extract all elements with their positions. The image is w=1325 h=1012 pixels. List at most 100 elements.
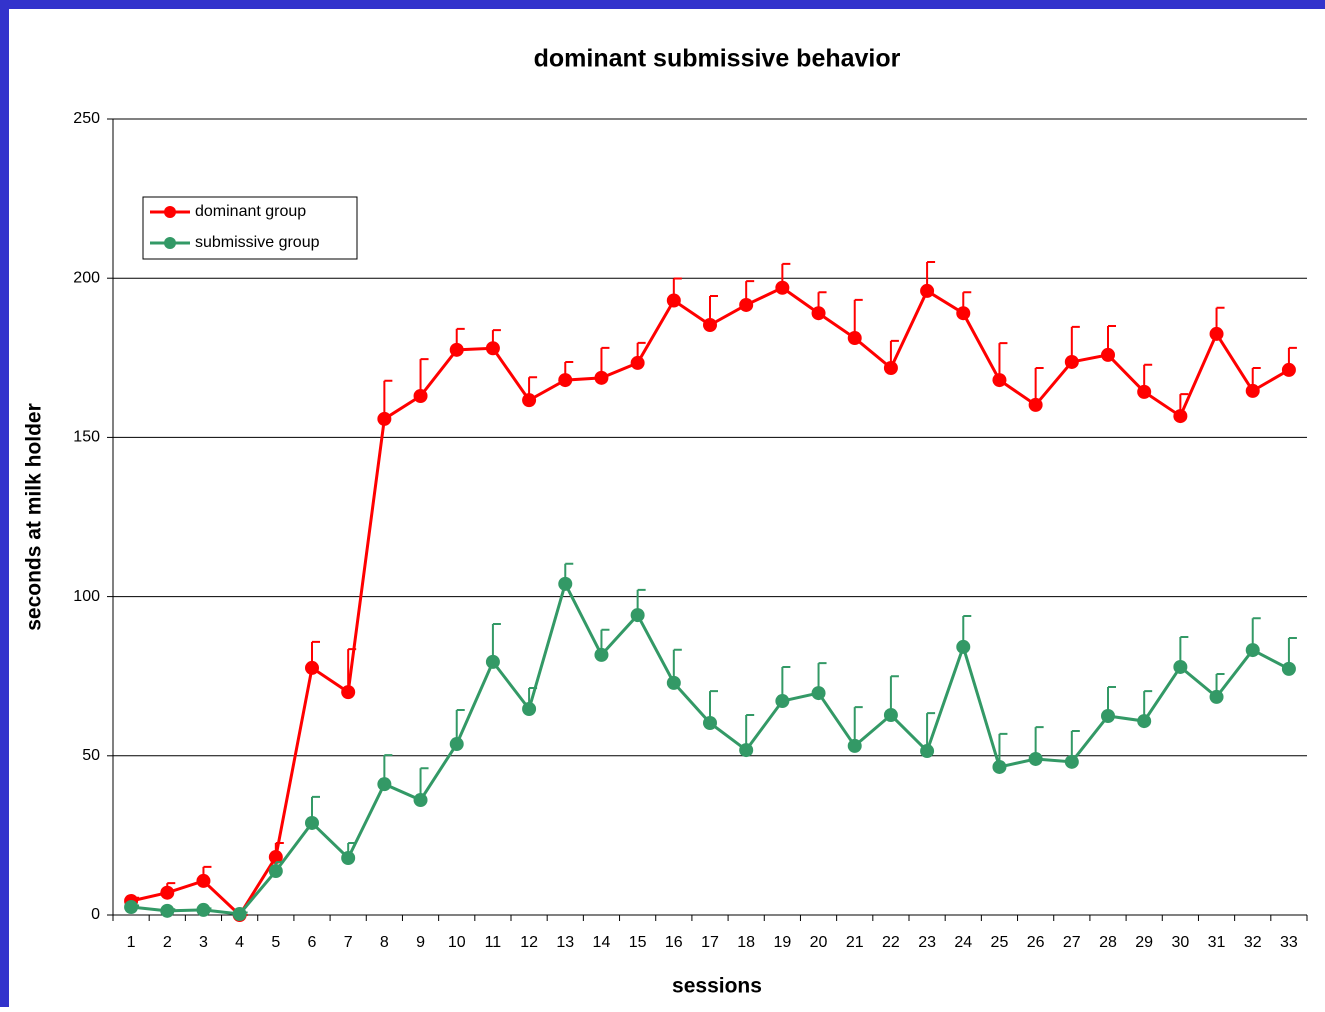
- legend-label: submissive group: [195, 234, 320, 251]
- data-point: [630, 355, 645, 370]
- data-point: [522, 701, 537, 716]
- x-tick-label: 21: [846, 934, 864, 951]
- x-tick-label: 7: [344, 934, 353, 951]
- data-point: [449, 737, 464, 752]
- x-tick-label: 15: [629, 934, 647, 951]
- legend-marker: [164, 206, 176, 218]
- x-tick-label: 4: [235, 934, 244, 951]
- data-point: [883, 360, 898, 375]
- data-point: [124, 900, 139, 915]
- legend-marker: [164, 237, 176, 249]
- data-point: [1173, 409, 1188, 424]
- x-tick-label: 32: [1244, 934, 1262, 951]
- x-tick-label: 30: [1171, 934, 1189, 951]
- data-point: [956, 306, 971, 321]
- x-axis-label: sessions: [672, 975, 762, 998]
- data-point: [1281, 661, 1296, 676]
- data-point: [920, 283, 935, 298]
- data-point: [1173, 659, 1188, 674]
- data-point: [522, 393, 537, 408]
- x-tick-label: 22: [882, 934, 900, 951]
- data-point: [811, 686, 826, 701]
- x-tick-label: 10: [448, 934, 466, 951]
- data-point: [883, 708, 898, 723]
- data-point: [703, 716, 717, 731]
- x-tick-label: 16: [665, 934, 683, 951]
- x-tick-label: 27: [1063, 934, 1081, 951]
- x-tick-label: 2: [163, 934, 172, 951]
- data-point: [992, 373, 1007, 388]
- data-point: [160, 903, 175, 918]
- chart-area: [9, 9, 1325, 1007]
- data-point: [305, 815, 319, 830]
- data-point: [847, 331, 862, 346]
- x-tick-label: 14: [593, 934, 611, 951]
- data-point: [920, 744, 935, 759]
- data-point: [1245, 383, 1260, 398]
- x-tick-label: 20: [810, 934, 828, 951]
- x-tick-label: 8: [380, 934, 389, 951]
- data-point: [775, 280, 790, 295]
- data-point: [341, 685, 356, 700]
- data-point: [1209, 689, 1224, 704]
- data-point: [1137, 384, 1152, 399]
- legend-label: dominant group: [195, 203, 306, 220]
- data-point: [594, 647, 609, 662]
- data-point: [413, 793, 428, 808]
- data-point: [485, 654, 500, 669]
- data-point: [1101, 347, 1115, 362]
- data-point: [377, 411, 392, 426]
- x-tick-label: 23: [918, 934, 936, 951]
- x-tick-label: 28: [1099, 934, 1117, 951]
- data-point: [956, 639, 971, 654]
- data-point: [1064, 354, 1079, 369]
- x-tick-label: 13: [556, 934, 574, 951]
- data-point: [485, 341, 500, 356]
- data-point: [1028, 751, 1043, 766]
- data-point: [1281, 362, 1296, 377]
- data-point: [268, 864, 283, 879]
- y-axis-label: seconds at milk holder: [23, 403, 46, 631]
- data-point: [739, 743, 754, 758]
- x-tick-label: 11: [485, 934, 502, 951]
- x-tick-label: 17: [701, 934, 719, 951]
- data-point: [558, 576, 573, 591]
- data-point: [992, 759, 1007, 774]
- data-point: [630, 608, 645, 623]
- data-point: [449, 342, 464, 357]
- data-point: [1209, 326, 1224, 341]
- data-point: [594, 370, 609, 385]
- y-tick-label: 200: [73, 269, 100, 286]
- data-point: [196, 873, 211, 888]
- chart-title: dominant submissive behavior: [534, 45, 901, 73]
- data-point: [1245, 643, 1260, 658]
- x-tick-label: 19: [773, 934, 791, 951]
- data-point: [1064, 754, 1079, 769]
- data-point: [196, 902, 211, 917]
- x-tick-label: 33: [1280, 934, 1298, 951]
- data-point: [1101, 709, 1115, 723]
- y-tick-label: 50: [82, 747, 100, 764]
- data-point: [811, 306, 826, 321]
- x-tick-label: 25: [991, 934, 1009, 951]
- x-tick-label: 12: [520, 934, 538, 951]
- legend-box: [142, 196, 358, 260]
- x-tick-label: 1: [127, 934, 136, 951]
- y-tick-label: 100: [73, 588, 100, 605]
- data-point: [775, 694, 790, 709]
- data-point: [1137, 714, 1152, 729]
- data-point: [268, 850, 283, 865]
- data-point: [341, 851, 356, 866]
- data-point: [703, 318, 717, 333]
- data-point: [377, 777, 392, 792]
- data-point: [666, 293, 681, 308]
- x-tick-label: 24: [954, 934, 972, 951]
- x-tick-label: 26: [1027, 934, 1045, 951]
- x-tick-label: 18: [737, 934, 755, 951]
- x-tick-label: 3: [199, 934, 208, 951]
- data-point: [413, 389, 428, 404]
- x-tick-label: 9: [416, 934, 425, 951]
- data-point: [847, 738, 862, 753]
- y-tick-label: 150: [73, 429, 100, 446]
